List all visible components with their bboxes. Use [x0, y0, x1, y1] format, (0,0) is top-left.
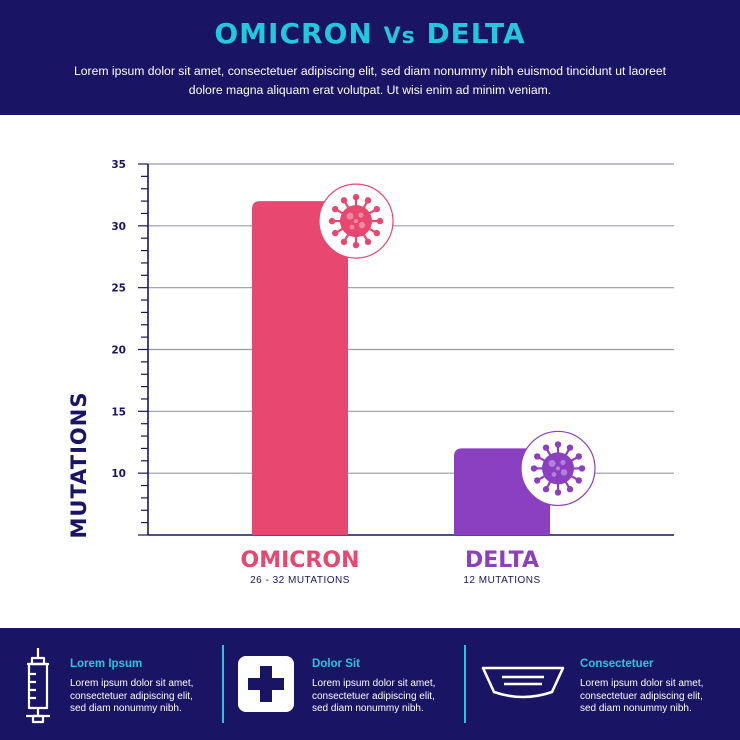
y-tick-label: 35	[111, 159, 126, 171]
virus-icon	[520, 430, 596, 507]
y-axis: 10 15 20 25 30 35	[111, 159, 149, 536]
y-tick-label: 20	[111, 345, 126, 357]
footer-heading-3: Consectetuer	[580, 658, 654, 670]
category-labels: OMICRON 26 - 32 MUTATIONS DELTA 12 MUTATION…	[241, 548, 541, 586]
title-delta: DELTA	[426, 17, 526, 50]
grid-lines	[148, 163, 674, 536]
title-omicron: OMICRON	[214, 17, 373, 50]
face-mask-icon	[480, 664, 566, 704]
y-axis-label: MUTATIONS	[67, 392, 91, 539]
page-subtitle: Lorem ipsum dolor sit amet, consectetuer…	[73, 64, 667, 97]
header-banner: OMICRON Vs DELTA Lorem ipsum dolor sit a…	[0, 0, 740, 115]
y-tick-label: 30	[111, 221, 126, 233]
bar-omicron	[252, 201, 348, 535]
category-label-omicron: OMICRON	[241, 548, 360, 573]
page-title: OMICRON Vs DELTA	[0, 17, 740, 50]
virus-icon	[318, 183, 394, 259]
footer-heading-2: Dolor Sit	[312, 658, 360, 670]
footer-text-3: Lorem ipsum dolor sit amet, consectetuer…	[580, 678, 704, 714]
y-tick-label: 15	[111, 406, 126, 418]
syringe-icon	[18, 646, 58, 726]
medical-cross-icon	[236, 654, 296, 714]
footer-heading-1: Lorem Ipsum	[70, 658, 143, 670]
bar-chart: 10 15 20 25 30 35 OMICRON 26 - 32 MUTATIONS DEL…	[67, 159, 674, 586]
footer-text-1: Lorem ipsum dolor sit amet, consectetuer…	[70, 678, 194, 714]
footer-banner: Lorem Ipsum Lorem ipsum dolor sit amet, …	[0, 628, 740, 740]
footer-text-2: Lorem ipsum dolor sit amet, consectetuer…	[312, 678, 436, 714]
y-tick-label: 25	[111, 283, 126, 295]
category-sublabel: 26 - 32 MUTATIONS	[250, 575, 350, 586]
footer-divider-1	[222, 645, 224, 723]
bars	[252, 183, 596, 535]
category-sublabel: 12 MUTATIONS	[463, 575, 540, 586]
footer-divider-2	[464, 645, 466, 723]
category-label-delta: DELTA	[465, 548, 539, 573]
y-tick-label: 10	[111, 468, 126, 480]
title-vs: Vs	[383, 24, 416, 49]
